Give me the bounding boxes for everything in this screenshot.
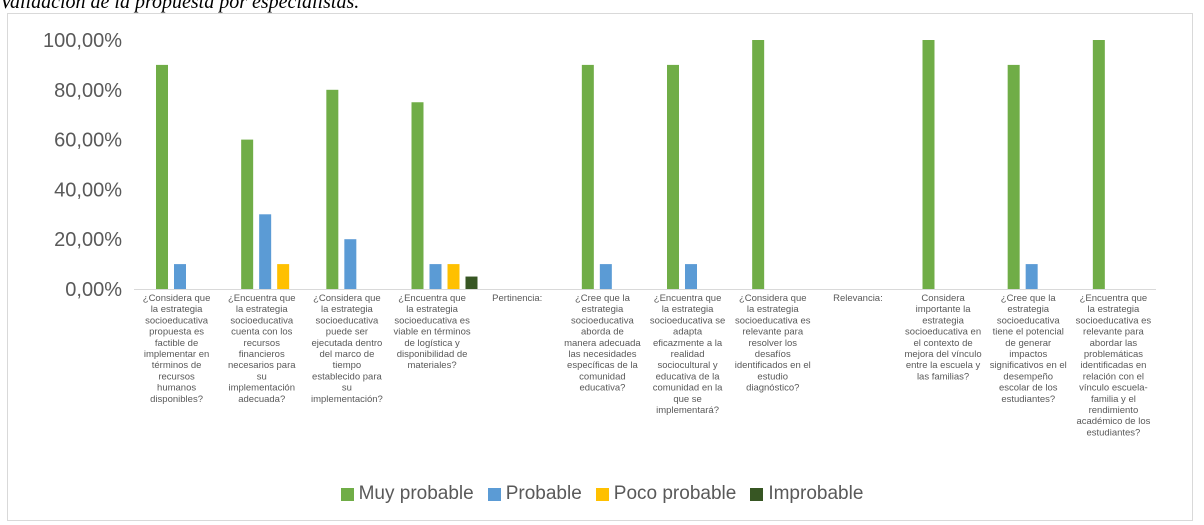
bar-probable <box>685 264 697 289</box>
y-tick-label: 100,00% <box>43 30 122 52</box>
legend-item-poco-probable: Poco probable <box>595 483 737 505</box>
x-tick-label: ¿Cree que la estrategia socioeducativa abor… <box>564 293 641 394</box>
bar-probable <box>344 239 357 289</box>
chart-legend: Muy probable Probable Poco probable Improba… <box>0 480 1204 508</box>
bar-muy-probable <box>326 89 339 289</box>
bar-probable <box>174 264 186 289</box>
bar-probable <box>429 264 442 289</box>
x-tick-label: Pertinencia: <box>492 293 542 304</box>
bar-poco-probable <box>277 264 290 289</box>
x-tick-label: ¿Encuentra que la estrategia socioeducativ… <box>394 293 471 371</box>
bars <box>156 40 1105 290</box>
legend-swatch <box>750 487 764 501</box>
y-tick-label: 40,00% <box>54 179 122 201</box>
y-tick-label: 80,00% <box>54 80 122 102</box>
x-tick-label: Considera importante la estrategia socioedu… <box>905 293 982 382</box>
x-tick-label: Relevancia: <box>833 293 883 304</box>
legend-label: Probable <box>505 483 582 504</box>
y-tick-label: 0,00% <box>65 279 122 301</box>
legend-label: Poco probable <box>613 483 737 504</box>
bar-muy-probable <box>1092 40 1105 289</box>
legend-label: Improbable <box>768 483 864 504</box>
chart-caption: Validación de la propuesta por especiali… <box>0 0 360 13</box>
x-tick-label: ¿Encuentra que la estrategia socioeducativ… <box>1076 293 1152 438</box>
y-axis: 0,00% 20,00% 40,00% 60,00% 80,00% 100,00% <box>43 30 122 301</box>
x-tick-label: ¿Encuentra que la estrategia socioeducativ… <box>650 293 726 416</box>
bar-muy-probable <box>241 139 254 289</box>
x-tick-label: ¿Encuentra que la estrategia socioeducativ… <box>228 293 296 405</box>
legend-item-probable: Probable <box>487 483 582 505</box>
bar-muy-probable <box>1007 64 1020 290</box>
x-tick-label: ¿Considera que la estrategia socioeducativ… <box>311 293 383 405</box>
bar-muy-probable <box>922 40 935 289</box>
bar-muy-probable <box>411 102 424 289</box>
bar-muy-probable <box>752 40 765 289</box>
x-axis: ¿Considera que la estrategia socioeducativ… <box>134 289 1156 438</box>
bar-improbable <box>465 276 478 289</box>
legend-swatch <box>340 487 354 501</box>
x-tick-label: ¿Considera que la estrategia socioeducativ… <box>735 293 811 394</box>
bar-probable <box>1025 264 1038 289</box>
legend-swatch <box>487 487 501 501</box>
bar-poco-probable <box>447 264 460 289</box>
x-tick-label: ¿Considera que la estrategia socioeducativ… <box>143 293 211 405</box>
bar-probable <box>599 264 612 289</box>
chart-area <box>7 13 1193 521</box>
bar-muy-probable <box>581 64 594 290</box>
y-tick-label: 20,00% <box>54 229 122 251</box>
legend-item-improbable: Improbable <box>750 483 863 505</box>
legend-swatch <box>595 487 609 501</box>
y-tick-label: 60,00% <box>54 130 122 152</box>
legend-label: Muy probable <box>358 483 474 504</box>
bar-muy-probable <box>667 64 679 290</box>
legend-item-muy-probable: Muy probable <box>340 483 474 505</box>
bar-muy-probable <box>156 64 168 290</box>
bar-probable <box>259 214 272 289</box>
x-tick-label: ¿Cree que la estrategia socioeducativa tien… <box>990 293 1067 405</box>
